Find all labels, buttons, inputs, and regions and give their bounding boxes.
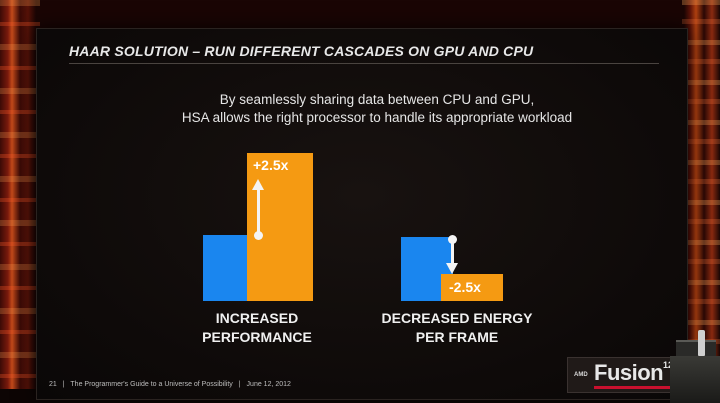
performance-caption-line-1: INCREASED (215, 310, 299, 326)
amd-fusion-logo: AMD Fusion 12 (567, 357, 685, 393)
arrow-up-icon (252, 179, 264, 190)
subtitle-line-1: By seamlessly sharing data between CPU a… (219, 92, 535, 107)
energy-caption-line-2: PER FRAME (415, 329, 499, 345)
arrow-down-icon (446, 263, 458, 274)
logo-fusion-text: Fusion (594, 360, 664, 385)
slide-title: HAAR SOLUTION – RUN DIFFERENT CASCADES O… (69, 43, 534, 59)
water-bottle (698, 330, 705, 356)
laptop (676, 340, 716, 360)
energy-arrow-shaft (451, 239, 454, 265)
performance-arrow-origin (254, 231, 263, 240)
energy-caption: DECREASED ENERGY PER FRAME (367, 309, 547, 347)
projected-slide: HAAR SOLUTION – RUN DIFFERENT CASCADES O… (36, 28, 688, 400)
logo-amd-text: AMD (574, 372, 588, 378)
performance-arrow-shaft (257, 189, 260, 235)
logo-red-bar (594, 386, 680, 389)
slide-subtitle: By seamlessly sharing data between CPU a… (147, 91, 607, 127)
performance-value-label: +2.5x (253, 157, 289, 173)
podium (670, 356, 720, 403)
footer-text: The Programmer's Guide to a Universe of … (70, 381, 233, 388)
performance-caption: INCREASED PERFORMANCE (187, 309, 327, 347)
subtitle-line-2: HSA allows the right processor to handle… (181, 110, 573, 125)
footer-date: June 12, 2012 (246, 381, 291, 388)
footer-page-number: 21 (49, 381, 57, 388)
footer-separator: | (62, 381, 65, 388)
footer-separator-2: | (238, 381, 241, 388)
energy-value-label: -2.5x (449, 279, 481, 295)
logo-year-text: 12 (663, 360, 674, 370)
performance-caption-line-2: PERFORMANCE (202, 329, 312, 345)
energy-gpu-bar (441, 274, 503, 301)
title-divider (69, 63, 659, 64)
slide-footer: 21 | The Programmer's Guide to a Univers… (49, 381, 295, 388)
energy-caption-line-1: DECREASED ENERGY (381, 310, 533, 326)
